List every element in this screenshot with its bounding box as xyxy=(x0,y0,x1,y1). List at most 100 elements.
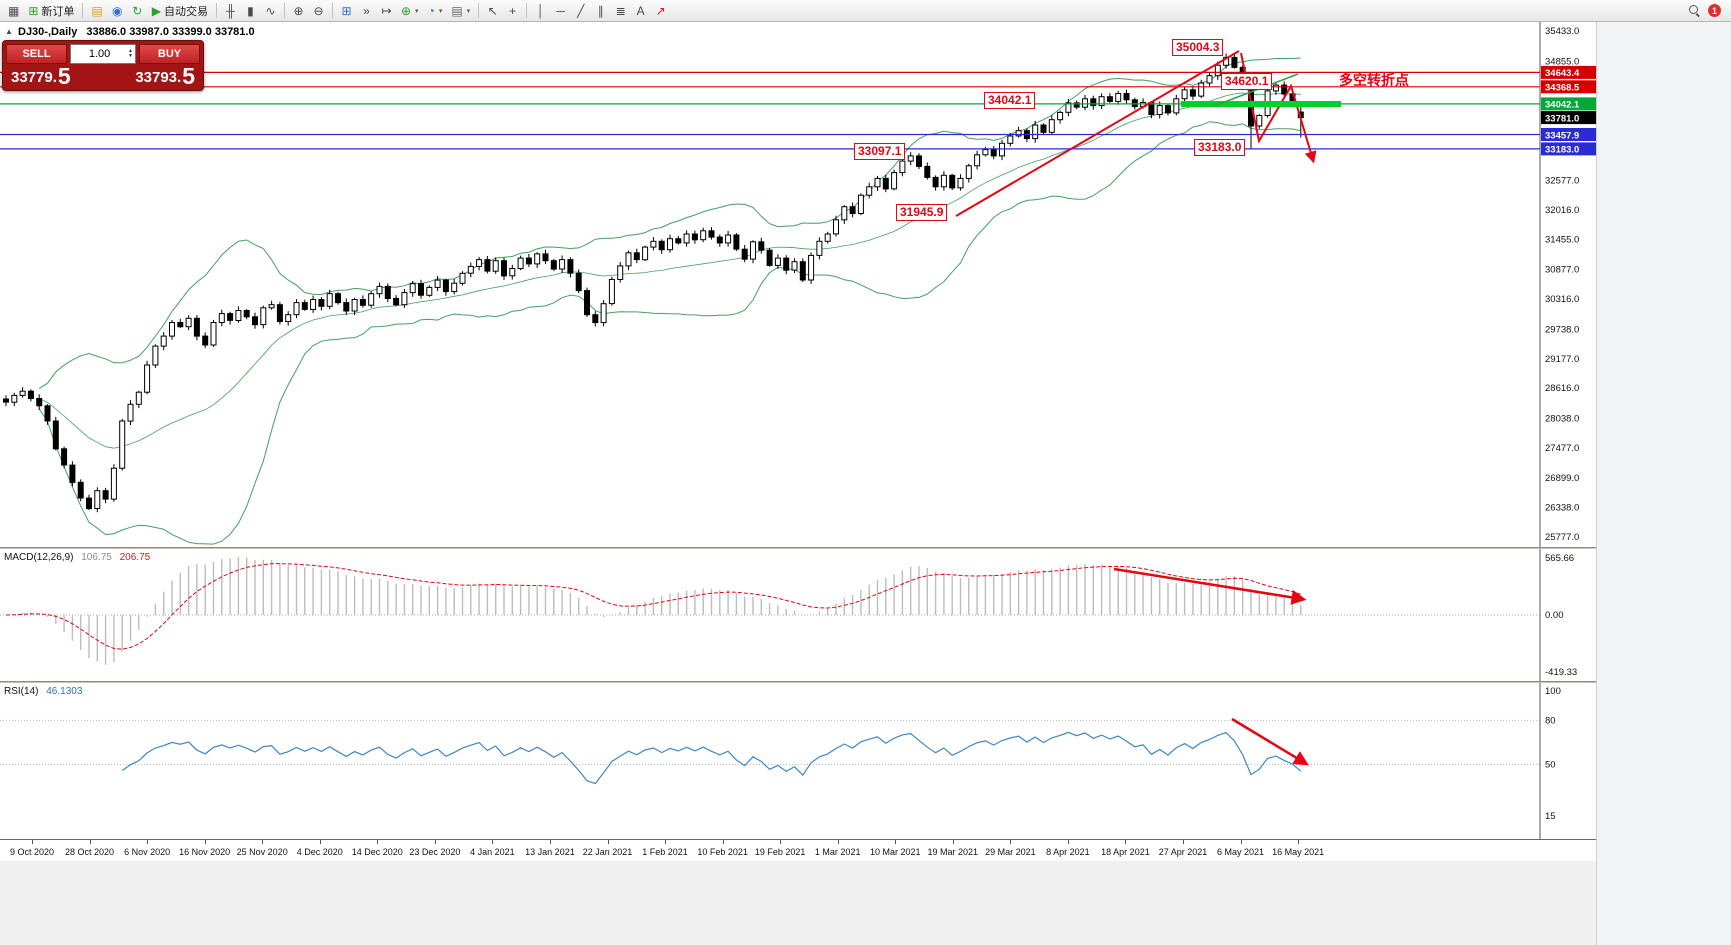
indicators-button[interactable]: ⊕ ▾ xyxy=(397,2,423,20)
indicators-icon: ⊕ xyxy=(400,3,412,18)
time-tick xyxy=(262,840,264,844)
autotrading-button[interactable]: ▶ 自动交易 xyxy=(148,2,212,20)
fibonacci-button[interactable]: ≣ xyxy=(611,2,630,20)
svg-text:33183.0: 33183.0 xyxy=(1545,145,1579,156)
channel-button[interactable]: ∥ xyxy=(591,2,610,20)
time-label: 8 Apr 2021 xyxy=(1046,847,1090,857)
toolbar-separator xyxy=(283,3,285,18)
macd-label: MACD(12,26,9) 106.75 206.75 xyxy=(4,552,150,563)
price-annotation-34042[interactable]: 34042.1 xyxy=(984,92,1036,109)
volume-value[interactable]: 1.00 xyxy=(88,48,111,60)
svg-text:25777.0: 25777.0 xyxy=(1545,532,1579,543)
volume-stepper[interactable]: 1.00 ▲ ▼ xyxy=(70,44,136,64)
time-label: 22 Jan 2021 xyxy=(582,847,633,857)
panel-splitter[interactable] xyxy=(0,547,1596,549)
time-axis[interactable]: 9 Oct 2020 28 Oct 2020 6 Nov 2020 16 Nov 20… xyxy=(0,839,1596,861)
time-tick xyxy=(147,840,149,844)
spinner-up-icon[interactable]: ▲ xyxy=(128,48,133,54)
chart-symbol-period: DJ30-,Daily xyxy=(18,26,78,38)
time-tick xyxy=(1240,840,1242,844)
chart-shift-button[interactable]: ↦ xyxy=(377,2,396,20)
navigator-icon: ↻ xyxy=(132,3,143,18)
candlestick-chart-button[interactable]: ▮ xyxy=(241,2,260,20)
chevron-down-icon: ▾ xyxy=(438,7,443,15)
rsi-canvas[interactable]: 100 80 50 15 xyxy=(0,683,1596,839)
main-chart-canvas[interactable]: 35433.0 34855.0 32577.0 32016.0 31455.0 30877… xyxy=(0,22,1596,547)
trendline-button[interactable]: ╱ xyxy=(571,2,590,20)
cursor-icon: ↖ xyxy=(487,3,498,18)
time-label: 4 Dec 2020 xyxy=(296,847,343,857)
new-order-label: 新订单 xyxy=(41,5,75,18)
svg-text:100: 100 xyxy=(1545,686,1561,697)
vertical-line-button[interactable]: │ xyxy=(531,2,550,20)
time-tick xyxy=(492,840,494,844)
buy-button[interactable]: BUY xyxy=(139,44,200,64)
rsi-label: RSI(14) 46.1303 xyxy=(4,686,82,697)
new-order-button[interactable]: ⊞ 新订单 xyxy=(24,2,78,20)
time-label: 23 Dec 2020 xyxy=(409,847,461,857)
chart-window-icon: ▦ xyxy=(8,3,20,18)
tile-windows-button[interactable]: ⊞ xyxy=(337,2,356,20)
svg-text:50: 50 xyxy=(1545,760,1556,771)
search-icon[interactable] xyxy=(1688,4,1701,17)
crosshair-button[interactable]: + xyxy=(503,2,522,20)
price-annotation-35004[interactable]: 35004.3 xyxy=(1172,39,1224,56)
navigator-button[interactable]: ↻ xyxy=(128,2,147,20)
macd-name: MACD(12,26,9) xyxy=(4,552,74,563)
svg-text:32577.0: 32577.0 xyxy=(1545,176,1579,187)
svg-text:565.66: 565.66 xyxy=(1545,553,1574,564)
collapse-panel-icon[interactable]: ▲ xyxy=(5,27,13,36)
notification-badge[interactable]: 1 xyxy=(1708,4,1721,17)
time-tick xyxy=(780,840,782,844)
zoom-out-icon: ⊖ xyxy=(313,3,324,18)
time-tick xyxy=(952,840,954,844)
price-annotation-33097[interactable]: 33097.1 xyxy=(854,143,906,160)
chevron-down-icon: ▾ xyxy=(466,7,471,15)
svg-text:35433.0: 35433.0 xyxy=(1545,26,1579,37)
time-tick xyxy=(895,840,897,844)
horizontal-line-button[interactable]: ─ xyxy=(551,2,570,20)
price-annotation-33183[interactable]: 33183.0 xyxy=(1194,139,1246,156)
toolbar-separator xyxy=(331,3,333,18)
arrows-tool-button[interactable]: ↗ xyxy=(651,2,670,20)
autotrading-play-icon: ▶ xyxy=(151,3,161,18)
bar-chart-button[interactable]: ╫ xyxy=(221,2,240,20)
zoom-in-button[interactable]: ⊕ xyxy=(289,2,308,20)
market-watch-button[interactable]: ▤ xyxy=(87,2,106,20)
data-window-button[interactable]: ◉ xyxy=(108,2,127,20)
bottom-filler xyxy=(0,861,1596,945)
sell-button[interactable]: SELL xyxy=(6,44,67,64)
svg-text:26338.0: 26338.0 xyxy=(1545,503,1579,514)
line-chart-button[interactable]: ∿ xyxy=(261,2,280,20)
templates-button[interactable]: ▤ ▾ xyxy=(447,2,474,20)
price-annotation-34620[interactable]: 34620.1 xyxy=(1221,73,1273,90)
time-label: 29 Mar 2021 xyxy=(985,847,1036,857)
cursor-button[interactable]: ↖ xyxy=(483,2,502,20)
time-label: 9 Oct 2020 xyxy=(9,847,55,857)
text-tool-button[interactable]: A xyxy=(631,2,650,20)
time-tick xyxy=(607,840,609,844)
zoom-out-button[interactable]: ⊖ xyxy=(309,2,328,20)
periods-button[interactable]: ◔ ▾ xyxy=(424,2,447,20)
time-tick xyxy=(1067,840,1069,844)
macd-canvas[interactable]: 565.66 0.00 -419.33 xyxy=(0,549,1596,681)
toolbar-separator xyxy=(478,3,480,18)
time-tick xyxy=(665,840,667,844)
auto-scroll-button[interactable]: » xyxy=(357,2,376,20)
tile-windows-icon: ⊞ xyxy=(341,3,352,18)
time-label: 19 Feb 2021 xyxy=(754,847,806,857)
new-chart-button[interactable]: ▦ xyxy=(4,2,23,20)
turning-point-annotation[interactable]: 多空转折点 xyxy=(1339,72,1409,88)
price-annotation-31945[interactable]: 31945.9 xyxy=(896,204,948,221)
macd-main-value: 106.75 xyxy=(81,552,112,563)
svg-text:29738.0: 29738.0 xyxy=(1545,324,1579,335)
autotrading-label: 自动交易 xyxy=(163,5,208,18)
time-tick xyxy=(434,840,436,844)
template-icon: ▤ xyxy=(451,3,463,18)
time-label: 1 Feb 2021 xyxy=(642,847,688,857)
time-label: 4 Jan 2021 xyxy=(470,847,515,857)
spinner-down-icon[interactable]: ▼ xyxy=(128,53,133,59)
time-label: 16 May 2021 xyxy=(1272,847,1325,857)
chart-ohlc-values: 33886.0 33987.0 33399.0 33781.0 xyxy=(86,26,255,38)
panel-splitter[interactable] xyxy=(0,681,1596,683)
